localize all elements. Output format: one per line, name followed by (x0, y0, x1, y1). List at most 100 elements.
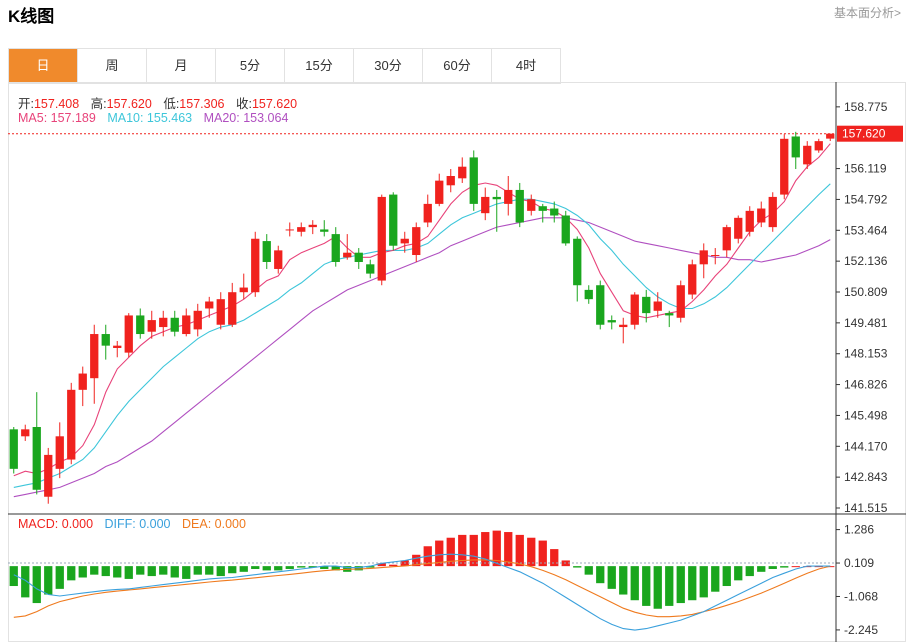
close-value: 157.620 (251, 97, 298, 111)
macd-bar (44, 566, 53, 595)
candle-body (573, 238, 582, 286)
candle-body (619, 324, 628, 328)
candle-body (113, 345, 122, 348)
macd-bar (274, 566, 283, 571)
macd-bar (630, 566, 639, 601)
candle-body (515, 189, 524, 223)
candle-body (377, 196, 386, 281)
candle-body (136, 315, 145, 335)
candle-body (21, 429, 30, 437)
macd-bar (699, 566, 708, 598)
candle-body (262, 241, 271, 262)
price-tick-label: 158.775 (844, 100, 888, 114)
macd-bar (21, 566, 30, 598)
close-label: 收: (235, 97, 252, 111)
macd-bar (331, 566, 340, 571)
candle-body (642, 296, 651, 314)
macd-bar (734, 566, 743, 581)
macd-bar (159, 566, 168, 575)
candle-body (757, 208, 766, 223)
macd-bar (262, 566, 271, 571)
tab-60min[interactable]: 60分 (423, 49, 492, 83)
low-value: 157.306 (179, 97, 225, 111)
candle-body (768, 196, 777, 228)
candle-body (492, 196, 501, 200)
candle-body (320, 229, 329, 232)
candle-body (170, 317, 179, 332)
candle-body (400, 238, 409, 244)
ohlc-info: 开:157.408 高:157.620 低:157.306 收:157.620 (18, 93, 305, 112)
macd-bar (607, 566, 616, 589)
macd-bar (239, 566, 248, 572)
candle-body (596, 285, 605, 325)
price-tick-label: 148.153 (844, 347, 888, 361)
candle-body (354, 252, 363, 262)
ma5-line (13, 143, 831, 477)
candle-body (538, 206, 547, 211)
candle-body (791, 136, 800, 158)
candle-body (193, 310, 202, 330)
candle-body (699, 250, 708, 265)
macd-bar (504, 532, 513, 567)
fundamental-analysis-link[interactable]: 基本面分析> (833, 6, 901, 20)
macd-bar (642, 566, 651, 606)
candle-body (722, 227, 731, 251)
candle-body (826, 133, 835, 139)
candle-body (745, 210, 754, 232)
candle-body (688, 264, 697, 295)
tab-4hour[interactable]: 4时 (492, 49, 561, 83)
macd-bar (78, 566, 87, 578)
macd-bar (458, 534, 467, 567)
ma10-value: MA10: 155.463 (107, 111, 193, 125)
macd-info: MACD: 0.000 DIFF: 0.000 DEA: 0.000 (18, 517, 254, 531)
tab-30min[interactable]: 30分 (354, 49, 423, 83)
candle-body (423, 203, 432, 223)
macd-bar (538, 540, 547, 567)
macd-bar (320, 566, 329, 569)
candle-body (435, 180, 444, 204)
candle-body (584, 289, 593, 300)
price-tick-label: 153.464 (844, 223, 888, 237)
low-label: 低: (163, 97, 180, 111)
macd-bar (584, 566, 593, 575)
candle-body (607, 320, 616, 323)
price-tick-label: 144.170 (844, 439, 888, 453)
macd-bar (308, 566, 317, 568)
macd-bar (193, 566, 202, 575)
macd-bar (389, 564, 398, 567)
ma20-value: MA20: 153.064 (203, 111, 289, 125)
price-tick-label: 142.843 (844, 470, 888, 484)
tab-15min[interactable]: 15分 (285, 49, 354, 83)
candle-body (803, 145, 812, 165)
tab-month[interactable]: 月 (147, 49, 216, 83)
dea-value: DEA: 0.000 (182, 517, 246, 531)
candle-body (469, 157, 478, 204)
candle-body (550, 208, 559, 216)
macd-bar (791, 566, 800, 568)
macd-bar (55, 566, 64, 589)
candle-body (331, 234, 340, 262)
tab-5min[interactable]: 5分 (216, 49, 285, 83)
candle-body (366, 264, 375, 274)
dea-line (13, 559, 831, 618)
candle-body (561, 215, 570, 244)
price-tick-label: 141.515 (844, 501, 888, 515)
macd-bar (366, 566, 375, 568)
candle-body (504, 189, 513, 204)
macd-bar (113, 566, 122, 578)
candle-body (389, 194, 398, 246)
tab-week[interactable]: 周 (78, 49, 147, 83)
candle-body (147, 320, 156, 332)
macd-bar (676, 566, 685, 604)
macd-tick-label: 1.286 (844, 523, 874, 537)
macd-bar (216, 566, 225, 577)
page-title: K线图 (8, 7, 55, 26)
macd-bar (757, 566, 766, 572)
macd-bar (446, 537, 455, 567)
macd-bar (688, 566, 697, 601)
candle-body (55, 436, 64, 469)
candle-body (78, 373, 87, 390)
candle-body (101, 334, 110, 346)
tab-day[interactable]: 日 (9, 49, 78, 83)
